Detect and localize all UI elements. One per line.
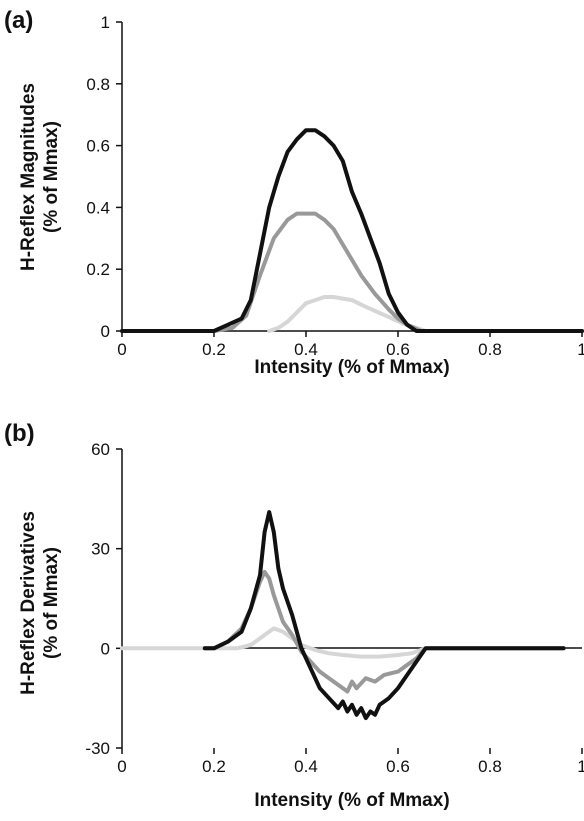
panel-b-ytick-label: 30 [91, 540, 110, 559]
panel-b-series-line-2 [202, 569, 566, 694]
panel-a: (a) H-Reflex Magnitudes (% of Mmax) 0 0.2… [4, 7, 584, 378]
panel-b: (b) H-Reflex Derivatives (% of Mmax) -30… [4, 420, 584, 811]
panel-b-xtick-label: 0.6 [386, 757, 410, 776]
panel-a-ytick-label: 0 [101, 322, 110, 341]
panel-b-ylabel-line1: H-Reflex Derivatives [18, 511, 39, 695]
panel-b-ytick-label: -30 [85, 739, 110, 758]
panel-a-ylabel-line2: (% of Mmax) [41, 121, 62, 233]
panel-a-xtick-label: 0.4 [294, 340, 318, 359]
panel-a-ylabel-line1: H-Reflex Magnitudes [18, 83, 39, 271]
panel-b-xtick-label: 0.2 [202, 757, 226, 776]
panel-a-series-line-1 [120, 128, 584, 333]
panel-b-ytick-label: 0 [101, 639, 110, 658]
panel-b-xlabel: Intensity (% of Mmax) [254, 790, 449, 811]
panel-a-xtick-label: 0.2 [202, 340, 226, 359]
panel-a-series-line-3 [267, 295, 428, 333]
panel-a-xtick-label: 0 [117, 340, 126, 359]
panel-a-xlabel: Intensity (% of Mmax) [254, 357, 449, 378]
panel-b-xtick-label: 0 [117, 757, 126, 776]
panel-a-xtick-label: 0.8 [478, 340, 502, 359]
panel-b-series-line-1 [202, 510, 566, 721]
panel-a-xtick-label: 0.6 [386, 340, 410, 359]
panel-b-label: (b) [4, 420, 35, 447]
panel-a-xtick-label: 1 [577, 340, 584, 359]
panel-a-ytick-label: 1 [101, 13, 110, 32]
panel-a-ytick-label: 0.4 [86, 198, 110, 217]
panel-a-series-line-2 [120, 211, 584, 333]
panel-b-xtick-label: 0.8 [478, 757, 502, 776]
panel-b-xtick-label: 0.4 [294, 757, 318, 776]
panel-b-ylabel-line2: (% of Mmax) [41, 547, 62, 659]
panel-a-ytick-label: 0.8 [86, 75, 110, 94]
panel-b-series-line-3 [120, 626, 566, 659]
panel-a-ytick-label: 0.2 [86, 260, 110, 279]
panel-b-ytick-label: 60 [91, 440, 110, 459]
panel-a-ytick-label: 0.6 [86, 137, 110, 156]
panel-a-label: (a) [4, 7, 33, 34]
panel-b-xtick-label: 1 [577, 757, 584, 776]
